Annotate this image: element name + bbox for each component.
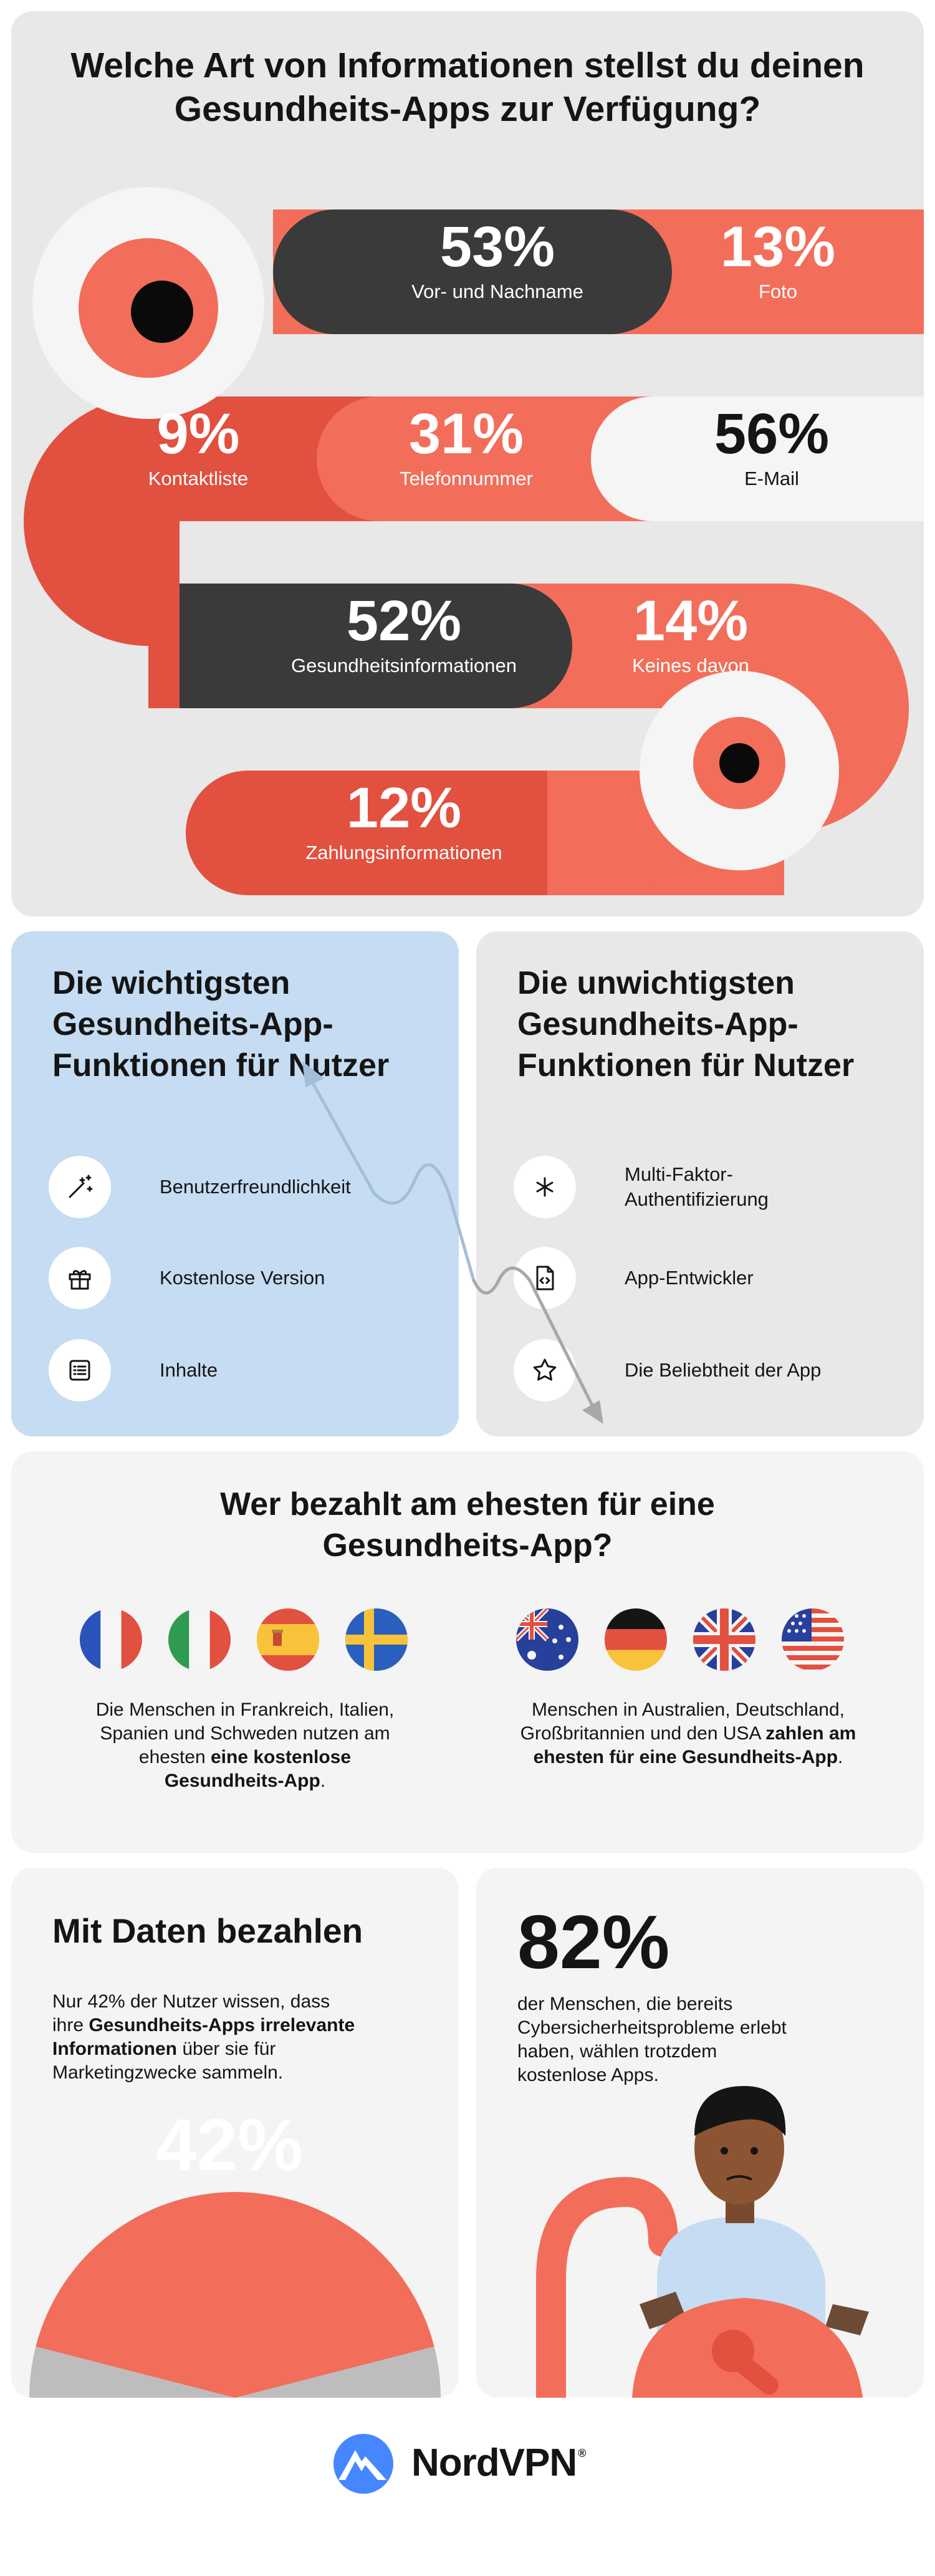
gift-icon — [49, 1247, 111, 1309]
stat-name: 53% Vor- und Nachname — [411, 215, 583, 302]
trend-arrow — [302, 1061, 603, 1424]
stat-email: 56% E-Mail — [714, 402, 830, 489]
free-app-text: Die Menschen in Frankreich, Italien, Spa… — [95, 1699, 395, 1791]
top-features-card: Die wichtigsten Gesundheits-App- Funktio… — [11, 931, 459, 1436]
who-pays-card: Wer bezahlt am ehesten für eine Gesundhe… — [11, 1451, 924, 1853]
italy-flag — [168, 1608, 231, 1671]
lock-shackle — [536, 2176, 678, 2398]
paid-app-text: Menschen in Australien, Deutschland, Gro… — [520, 1699, 856, 1767]
stat-gesundheitsinformationen: 52% Gesundheitsinformationen — [291, 589, 517, 676]
nordvpn-logo: NordVPN ® — [329, 2431, 586, 2494]
bottom-features-title: Die unwichtigsten Gesundheits-App- Funkt… — [517, 965, 855, 1084]
feature-usability: Benutzerfreundlichkeit — [49, 1156, 351, 1218]
stat-keines: 14% Keines davon — [632, 589, 749, 676]
eye-small-pupil — [719, 743, 759, 783]
pie-value-label: 42% — [155, 2104, 304, 2186]
stat-zahlungsinformationen: 12% Zahlungsinformationen — [305, 776, 502, 863]
spain-flag — [257, 1608, 319, 1671]
code-file-icon — [514, 1247, 576, 1309]
nordvpn-mountain-icon — [333, 2434, 393, 2494]
cyber-text: der Menschen, die bereits Cybersicherhei… — [517, 1994, 787, 2085]
stat-telefonnummer: 31% Telefonnummer — [400, 402, 533, 489]
bottom-features-card: Die unwichtigsten Gesundheits-App- Funkt… — [476, 931, 924, 1436]
section1-title: Welche Art von Informationen stellst du … — [70, 46, 865, 129]
pay-with-data-card: Mit Daten bezahlen Nur 42% der Nutzer wi… — [11, 1868, 459, 2398]
eye-large-pupil — [131, 281, 193, 343]
usa-flag — [782, 1608, 844, 1671]
lane-name — [273, 209, 672, 334]
cyber-percentage: 82% — [517, 1900, 670, 1984]
pie-graphic — [29, 2192, 441, 2398]
person-with-lock-illustration — [536, 2086, 869, 2398]
cyber-card: 82% der Menschen, die bereits Cybersiche… — [476, 1868, 924, 2398]
feature-mfa: Multi-Faktor- Authentifizierung — [514, 1156, 769, 1218]
australia-flag — [516, 1608, 578, 1671]
feature-content: Inhalte — [49, 1339, 218, 1401]
sweden-flag — [345, 1608, 408, 1671]
germany-flag — [605, 1608, 667, 1671]
magic-wand-icon — [49, 1156, 111, 1218]
feature-popularity: Die Beliebtheit der App — [514, 1339, 821, 1401]
uk-flag — [693, 1608, 755, 1671]
arrow-down-head — [582, 1400, 603, 1424]
pie-slice-aware — [36, 2192, 434, 2398]
pay-with-data-text: Nur 42% der Nutzer wissen, dass ihre Ges… — [52, 1991, 355, 2083]
feature-developer: App-Entwickler — [514, 1247, 754, 1309]
arrow-up-head — [302, 1061, 324, 1087]
info-shared-card: Welche Art von Informationen stellst du … — [11, 11, 924, 916]
feature-free-version: Kostenlose Version — [49, 1247, 325, 1309]
snake-graphic — [24, 187, 924, 895]
france-flag — [80, 1608, 142, 1671]
list-icon — [49, 1339, 111, 1401]
who-pays-title: Wer bezahlt am ehesten für eine Gesundhe… — [220, 1486, 715, 1564]
top-features-title: Die wichtigsten Gesundheits-App- Funktio… — [52, 965, 390, 1084]
pay-with-data-title: Mit Daten bezahlen — [52, 1911, 363, 1950]
stat-kontaktliste: 9% Kontaktliste — [148, 402, 249, 489]
person-hair — [694, 2086, 786, 2136]
brand-name: NordVPN — [411, 2441, 577, 2484]
asterisk-icon — [514, 1156, 576, 1218]
stat-foto: 13% Foto — [720, 215, 836, 302]
